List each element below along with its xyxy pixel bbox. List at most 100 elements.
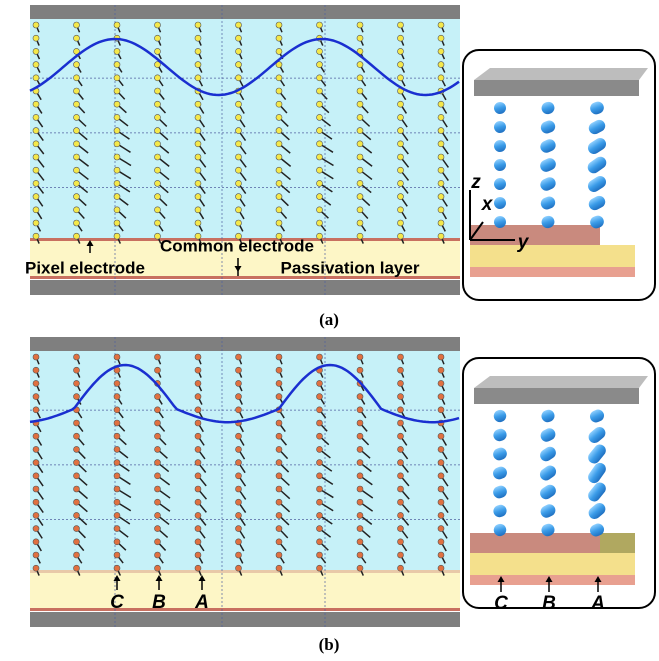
director-tip bbox=[357, 460, 363, 466]
director-tip bbox=[33, 512, 39, 518]
director-tip bbox=[276, 354, 282, 360]
director-tip bbox=[33, 380, 39, 386]
director-tip bbox=[398, 207, 404, 213]
director-tip bbox=[236, 22, 242, 28]
director-tip bbox=[438, 354, 444, 360]
director-tip bbox=[236, 552, 242, 558]
director-tip bbox=[236, 128, 242, 134]
director-tip bbox=[276, 420, 282, 426]
figure: Common electrode Pixel electrode Passiva… bbox=[0, 0, 659, 661]
director-tip bbox=[74, 380, 80, 386]
director-tip bbox=[74, 128, 80, 134]
director-tip bbox=[74, 473, 80, 479]
director-tip bbox=[398, 552, 404, 558]
director-tip bbox=[317, 460, 323, 466]
director-tip bbox=[74, 433, 80, 439]
director-tip bbox=[195, 539, 201, 545]
director-tip bbox=[438, 407, 444, 413]
director-tip bbox=[438, 552, 444, 558]
director-tip bbox=[33, 233, 39, 239]
director-tip bbox=[33, 62, 39, 68]
director-tip bbox=[74, 101, 80, 107]
director-tip bbox=[155, 75, 161, 81]
director-tip bbox=[317, 128, 323, 134]
director-tip bbox=[357, 22, 363, 28]
director-tip bbox=[195, 220, 201, 226]
director-tip bbox=[438, 75, 444, 81]
director-tip bbox=[276, 552, 282, 558]
electrode bbox=[30, 608, 460, 611]
director-tip bbox=[74, 114, 80, 120]
director-tip bbox=[398, 35, 404, 41]
director-tip bbox=[276, 207, 282, 213]
director-tip bbox=[155, 367, 161, 373]
director-tip bbox=[317, 114, 323, 120]
director-tip bbox=[438, 512, 444, 518]
director-tip bbox=[155, 394, 161, 400]
director-tip bbox=[317, 407, 323, 413]
director-tip bbox=[155, 473, 161, 479]
director-tip bbox=[236, 539, 242, 545]
director-tip bbox=[114, 539, 120, 545]
director-tip bbox=[236, 101, 242, 107]
director-tip bbox=[357, 446, 363, 452]
director-tip bbox=[317, 48, 323, 54]
director-tip bbox=[33, 207, 39, 213]
director-tip bbox=[236, 473, 242, 479]
axis-label: y bbox=[517, 232, 530, 253]
director-tip bbox=[195, 114, 201, 120]
director-tip bbox=[276, 154, 282, 160]
director-tip bbox=[398, 22, 404, 28]
director-tip bbox=[438, 128, 444, 134]
director-tip bbox=[276, 128, 282, 134]
director-tip bbox=[317, 101, 323, 107]
director-tip bbox=[398, 141, 404, 147]
director-tip bbox=[276, 473, 282, 479]
director-tip bbox=[276, 446, 282, 452]
director-tip bbox=[195, 433, 201, 439]
director-tip bbox=[438, 194, 444, 200]
director-tip bbox=[195, 62, 201, 68]
axis-label: z bbox=[470, 172, 481, 193]
director-tip bbox=[357, 154, 363, 160]
director-tip bbox=[114, 394, 120, 400]
director-tip bbox=[114, 526, 120, 532]
director-tip bbox=[114, 62, 120, 68]
director-tip bbox=[33, 552, 39, 558]
inset-passivation bbox=[470, 245, 635, 267]
glass bbox=[30, 5, 460, 19]
director-tip bbox=[155, 354, 161, 360]
director-tip bbox=[357, 512, 363, 518]
point-label: B bbox=[152, 592, 166, 613]
director-tip bbox=[33, 114, 39, 120]
director-tip bbox=[357, 101, 363, 107]
director-tip bbox=[114, 220, 120, 226]
director-tip bbox=[357, 141, 363, 147]
director-tip bbox=[317, 88, 323, 94]
director-tip bbox=[317, 433, 323, 439]
director-tip bbox=[398, 48, 404, 54]
director-tip bbox=[33, 446, 39, 452]
director-tip bbox=[236, 35, 242, 41]
director-tip bbox=[33, 167, 39, 173]
director-tip bbox=[74, 220, 80, 226]
director-tip bbox=[195, 75, 201, 81]
director-tip bbox=[33, 220, 39, 226]
inset-electrode bbox=[470, 225, 600, 245]
director-tip bbox=[317, 420, 323, 426]
director-tip bbox=[317, 380, 323, 386]
director-tip bbox=[195, 167, 201, 173]
director-tip bbox=[195, 407, 201, 413]
director-tip bbox=[317, 526, 323, 532]
director-tip bbox=[438, 486, 444, 492]
director-tip bbox=[276, 194, 282, 200]
director-tip bbox=[236, 62, 242, 68]
director-tip bbox=[357, 233, 363, 239]
director-tip bbox=[114, 194, 120, 200]
director-tip bbox=[155, 460, 161, 466]
glass bbox=[30, 612, 460, 627]
director-tip bbox=[74, 552, 80, 558]
director-tip bbox=[317, 194, 323, 200]
director-tip bbox=[195, 22, 201, 28]
director-tip bbox=[114, 88, 120, 94]
